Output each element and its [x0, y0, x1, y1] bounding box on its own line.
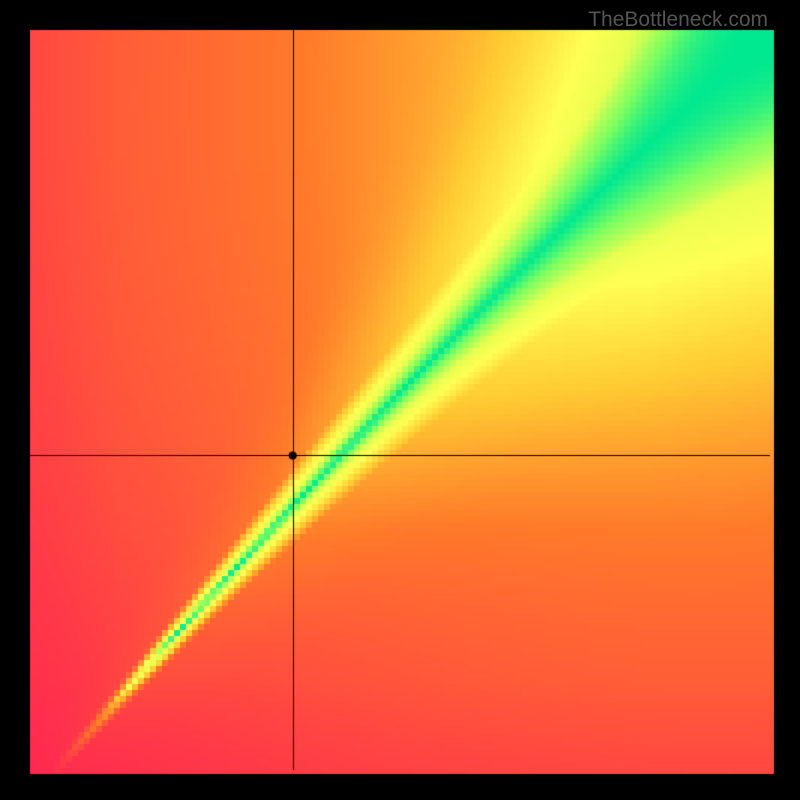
chart-container: TheBottleneck.com	[0, 0, 800, 800]
bottleneck-heatmap-canvas	[0, 0, 800, 800]
watermark-text: TheBottleneck.com	[588, 8, 768, 32]
